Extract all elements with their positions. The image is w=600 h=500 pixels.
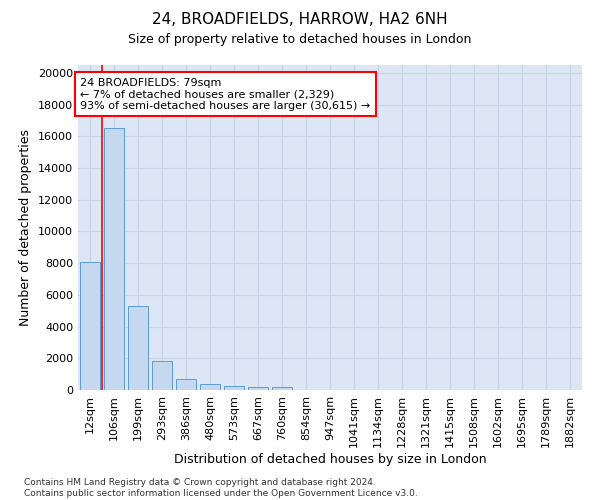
- Bar: [176, 379, 196, 390]
- Bar: [80, 262, 100, 390]
- Text: 24, BROADFIELDS, HARROW, HA2 6NH: 24, BROADFIELDS, HARROW, HA2 6NH: [152, 12, 448, 28]
- Bar: [272, 386, 292, 390]
- Bar: [128, 306, 148, 390]
- Bar: [224, 386, 244, 390]
- Bar: [200, 384, 220, 390]
- Text: 24 BROADFIELDS: 79sqm
← 7% of detached houses are smaller (2,329)
93% of semi-de: 24 BROADFIELDS: 79sqm ← 7% of detached h…: [80, 78, 371, 111]
- Bar: [248, 386, 268, 390]
- Y-axis label: Number of detached properties: Number of detached properties: [19, 129, 32, 326]
- Text: Size of property relative to detached houses in London: Size of property relative to detached ho…: [128, 32, 472, 46]
- Bar: [104, 128, 124, 390]
- Text: Contains HM Land Registry data © Crown copyright and database right 2024.
Contai: Contains HM Land Registry data © Crown c…: [24, 478, 418, 498]
- Bar: [152, 360, 172, 390]
- X-axis label: Distribution of detached houses by size in London: Distribution of detached houses by size …: [173, 452, 487, 466]
